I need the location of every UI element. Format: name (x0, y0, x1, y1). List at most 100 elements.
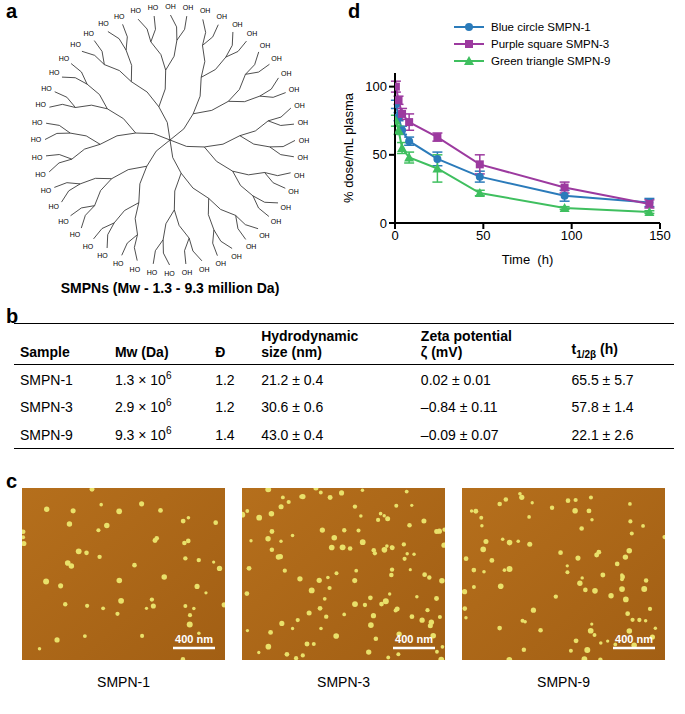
svg-text:OH: OH (199, 266, 210, 273)
html-text:57.8 ± 1.4: 57.8 ± 1.4 (571, 399, 634, 416)
svg-text:OH: OH (259, 232, 270, 239)
html-text:b: b (6, 305, 19, 327)
svg-text:HO: HO (41, 85, 52, 92)
svg-text:HO: HO (35, 101, 46, 108)
svg-text:OH: OH (289, 86, 300, 93)
svg-text:OH: OH (299, 137, 310, 144)
html-text:t1/2β(h): t1/2β(h) (571, 341, 618, 360)
svg-text:0: 0 (391, 228, 398, 243)
html-text:SMPNs (Mw - 1.3 - 9.3 million: SMPNs (Mw - 1.3 - 9.3 million Da) (60, 280, 280, 296)
html-text:Đ: Đ (215, 344, 226, 360)
svg-text:OH: OH (271, 218, 282, 225)
svg-text:OH: OH (260, 42, 271, 49)
svg-text:OH: OH (183, 4, 194, 11)
html-text:ζ (mV): ζ (mV) (420, 344, 463, 360)
svg-text:HO: HO (32, 154, 43, 161)
html-text:Purple square SMPN-3: Purple square SMPN-3 (491, 37, 610, 50)
svg-text:HO: HO (148, 4, 159, 11)
svg-text:400 nm: 400 nm (395, 633, 433, 645)
html-text:–0.84 ± 0.11: –0.84 ± 0.11 (420, 399, 498, 416)
svg-text:0: 0 (380, 216, 387, 231)
html-text:65.5 ± 5.7: 65.5 ± 5.7 (571, 371, 634, 388)
svg-text:150: 150 (649, 228, 671, 243)
svg-text:OH: OH (246, 243, 257, 250)
svg-text:OH: OH (298, 119, 309, 126)
svg-text:OH: OH (231, 253, 242, 260)
svg-text:OH: OH (294, 102, 305, 109)
html-text:1.2: 1.2 (215, 399, 235, 416)
svg-text:HO: HO (98, 20, 109, 27)
svg-text:HO: HO (70, 231, 81, 238)
html-text:Zeta potential: Zeta potential (420, 328, 512, 344)
svg-text:HO: HO (164, 270, 175, 277)
svg-text:OH: OH (182, 269, 193, 276)
html-text:SMPN-9: SMPN-9 (20, 427, 73, 443)
html-text:SMPN-3: SMPN-3 (20, 399, 73, 416)
svg-text:50: 50 (476, 228, 490, 243)
html-text:c: c (6, 470, 18, 492)
svg-text:HO: HO (35, 171, 46, 178)
svg-text:OH: OH (232, 21, 243, 28)
svg-text:400 nm: 400 nm (175, 633, 213, 645)
svg-text:HO: HO (31, 136, 42, 143)
html-text:1.3 × 10: 1.3 × 10 (114, 371, 166, 388)
html-text:d: d (348, 0, 361, 22)
svg-text:HO: HO (32, 119, 43, 126)
html-text:6: 6 (165, 370, 172, 381)
svg-text:HO: HO (114, 13, 125, 20)
html-text:43.0 ± 0.4: 43.0 ± 0.4 (261, 427, 324, 443)
html-text:size (nm): size (nm) (261, 344, 322, 360)
html-text:22.1 ± 2.6: 22.1 ± 2.6 (571, 427, 634, 443)
svg-text:HO: HO (131, 7, 142, 14)
html-text:Sample: Sample (20, 344, 70, 360)
svg-text:HO: HO (84, 30, 95, 37)
svg-text:OH: OH (216, 13, 227, 20)
svg-text:50: 50 (373, 147, 387, 162)
svg-text:OH: OH (281, 204, 292, 211)
svg-text:OH: OH (281, 70, 292, 77)
html-text:SMPN-3: SMPN-3 (317, 674, 370, 690)
svg-text:% dose/mL plasma: % dose/mL plasma (341, 92, 356, 203)
html-text:21.2 ± 0.4: 21.2 ± 0.4 (261, 371, 324, 388)
svg-text:HO: HO (97, 252, 108, 259)
svg-text:HO: HO (41, 187, 52, 194)
html-text:9.3 × 10: 9.3 × 10 (114, 427, 166, 443)
html-text:–0.09 ± 0.07: –0.09 ± 0.07 (420, 427, 499, 443)
html-text:SMPN-1: SMPN-1 (20, 371, 73, 388)
html-text:6: 6 (165, 425, 172, 437)
html-text:Mw (Da): Mw (Da) (114, 344, 169, 360)
html-text:SMPN-9: SMPN-9 (537, 674, 590, 690)
svg-text:OH: OH (165, 3, 176, 10)
svg-text:HO: HO (70, 41, 81, 48)
html-text:SMPN-1: SMPN-1 (97, 674, 150, 690)
svg-text:100: 100 (365, 79, 387, 94)
html-text:a: a (6, 0, 18, 22)
svg-text:OH: OH (298, 154, 309, 161)
svg-text:HO: HO (113, 260, 124, 267)
svg-text:HO: HO (130, 266, 141, 273)
html-text:0.02 ± 0.01: 0.02 ± 0.01 (420, 371, 491, 388)
svg-text:OH: OH (288, 188, 299, 195)
svg-text:400 nm: 400 nm (615, 633, 653, 645)
html-text:Blue circle SMPN-1: Blue circle SMPN-1 (491, 20, 591, 33)
html-text:1.2: 1.2 (215, 371, 235, 388)
html-text:Hydrodynamic: Hydrodynamic (261, 328, 359, 344)
html-text:2.9 × 10: 2.9 × 10 (114, 399, 166, 416)
svg-text:OH: OH (247, 30, 258, 37)
svg-text:HO: HO (58, 218, 69, 225)
html-text:Green triangle SMPN-9: Green triangle SMPN-9 (491, 54, 611, 67)
svg-text:OH: OH (294, 172, 305, 179)
svg-text:OH: OH (216, 260, 227, 267)
svg-text:HO: HO (147, 269, 158, 276)
svg-text:OH: OH (271, 55, 282, 62)
html-text:30.6 ± 0.6: 30.6 ± 0.6 (261, 399, 324, 416)
html-text:Time (h): Time (h) (501, 252, 554, 267)
html-text:1.4: 1.4 (215, 427, 235, 443)
html-text:6: 6 (165, 397, 172, 409)
svg-text:OH: OH (200, 7, 211, 14)
svg-text:HO: HO (48, 203, 59, 210)
svg-text:HO: HO (59, 55, 70, 62)
svg-text:HO: HO (49, 69, 60, 76)
svg-text:100: 100 (561, 228, 583, 243)
svg-text:HO: HO (83, 243, 94, 250)
